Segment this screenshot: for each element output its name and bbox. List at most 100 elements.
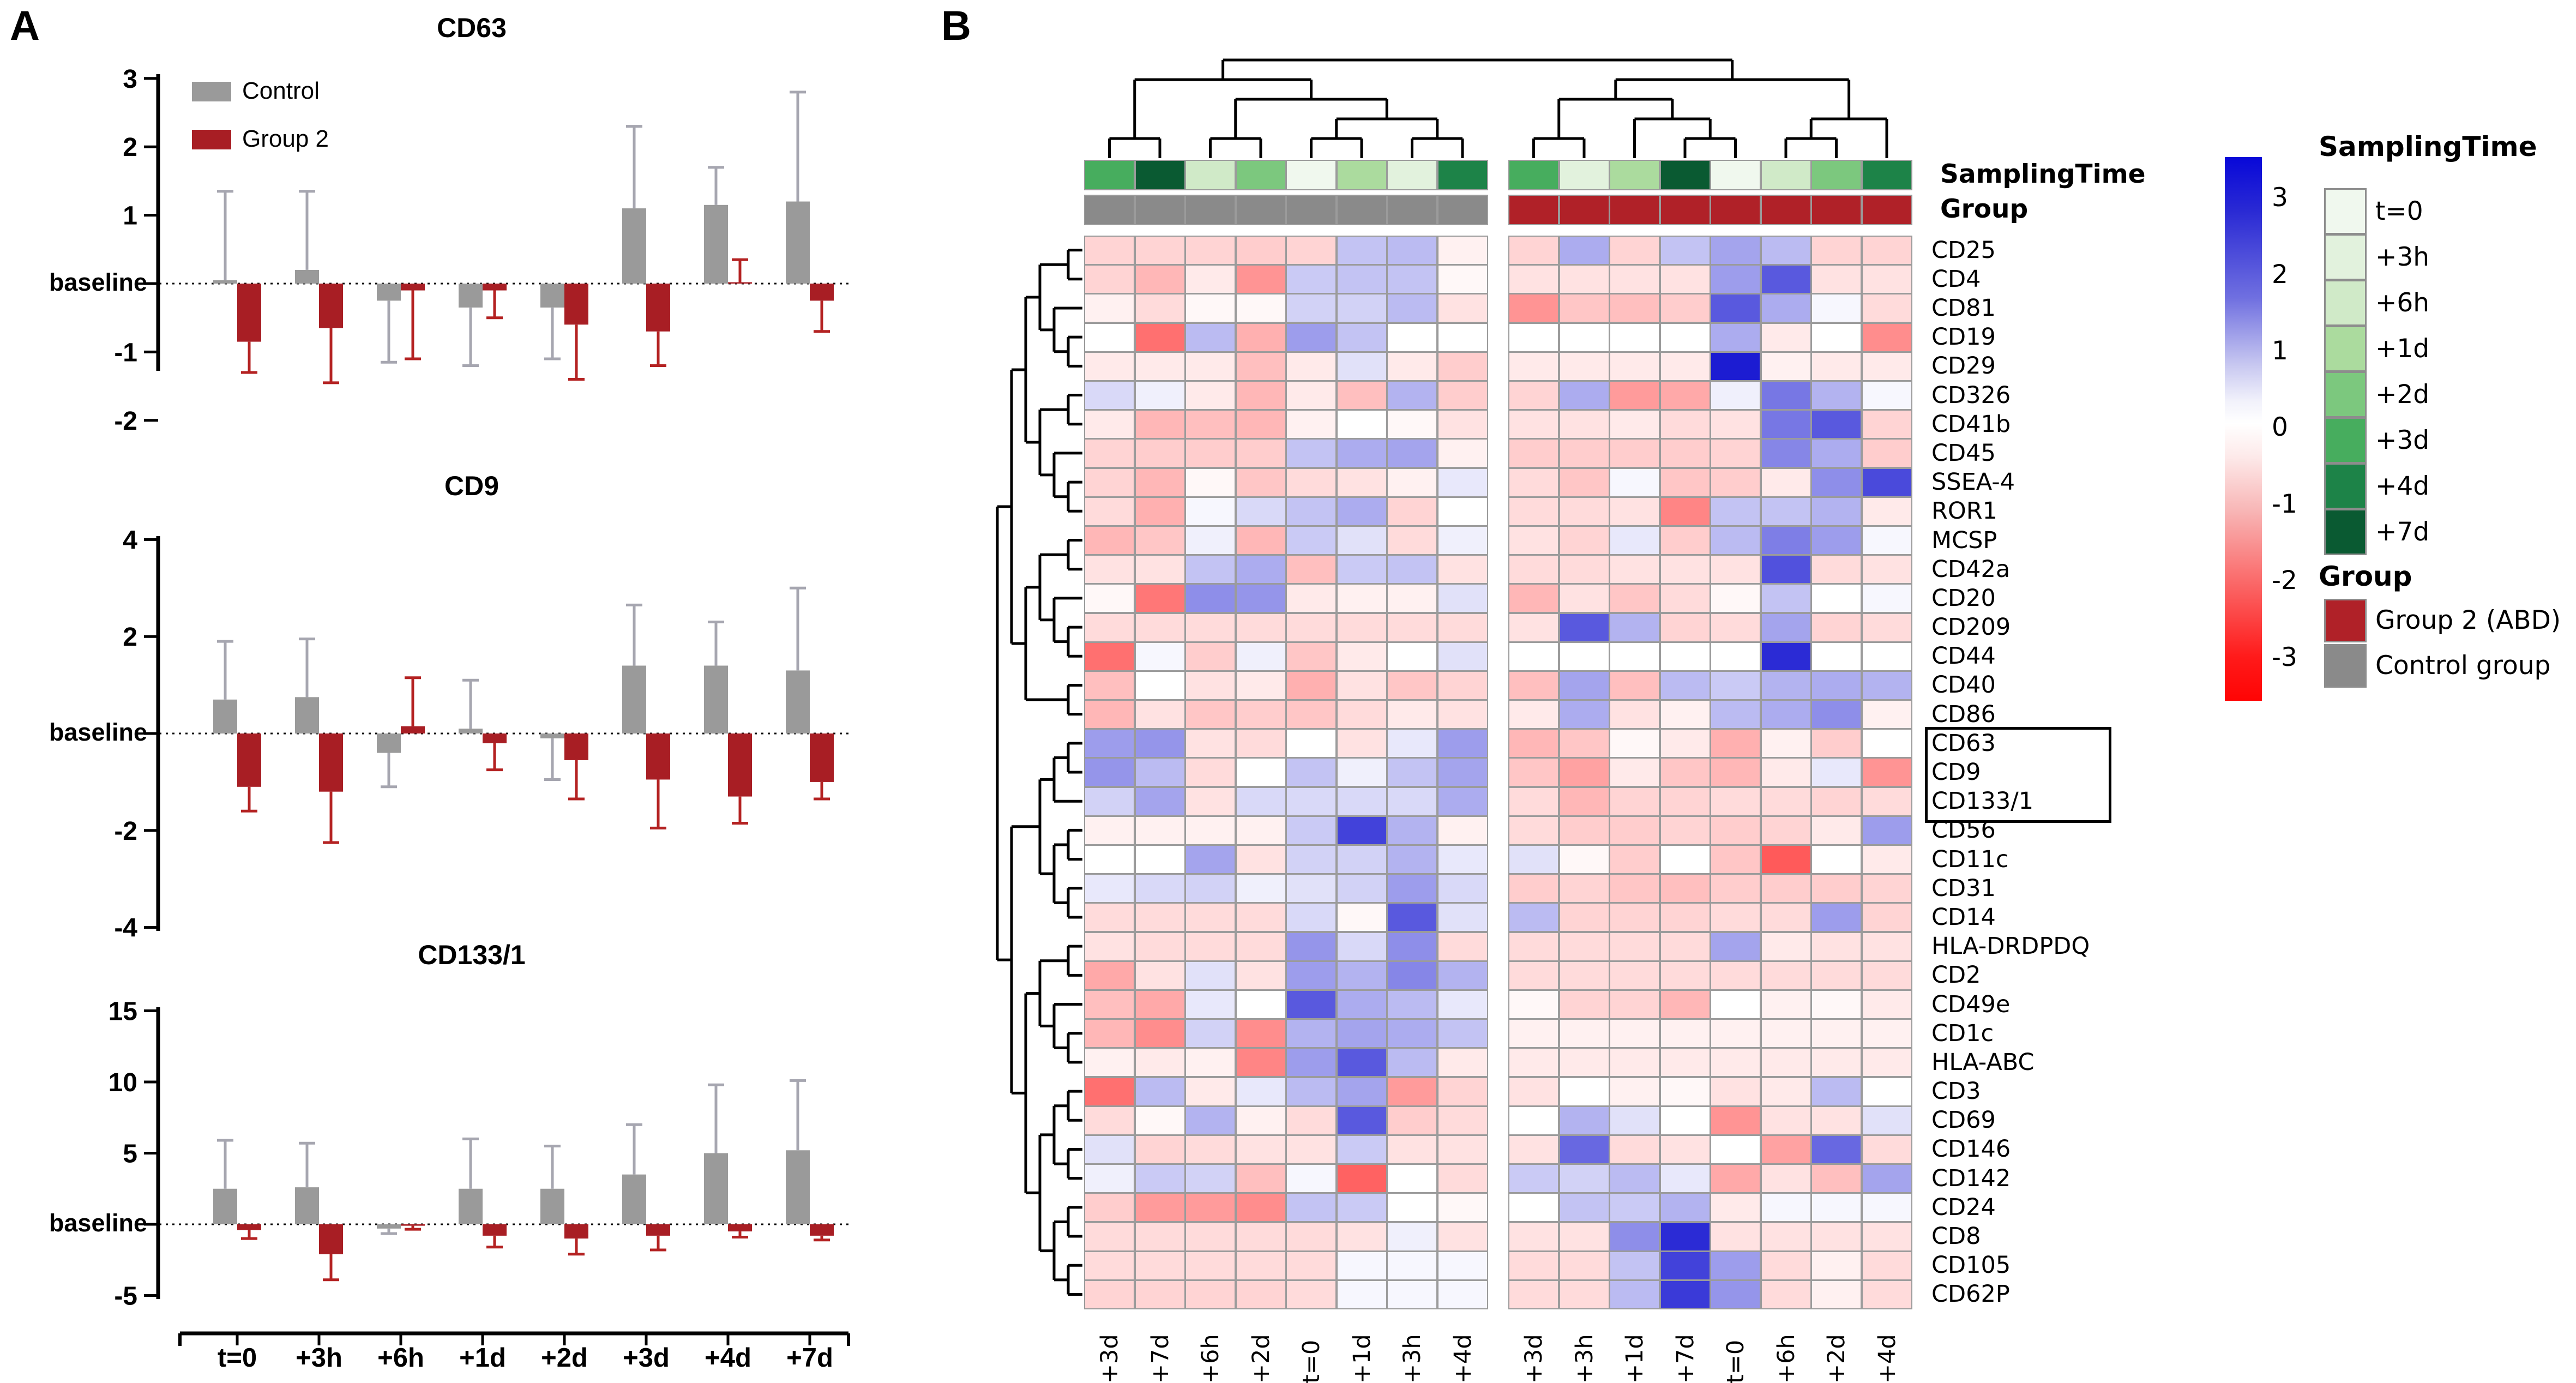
heatmap-row-label: CD2 <box>1931 961 1981 989</box>
heatmap-cell <box>1134 700 1185 729</box>
heatmap-cell <box>1286 584 1337 614</box>
heatmap-cell <box>1084 700 1135 729</box>
heatmap-cell <box>1508 264 1559 294</box>
bar-group2 <box>401 726 425 733</box>
heatmap-cell <box>1336 496 1387 526</box>
bar-control <box>704 1153 728 1224</box>
heatmap-cell <box>1286 815 1337 845</box>
heatmap-cell <box>1811 1048 1862 1078</box>
heatmap-cell <box>1659 1134 1711 1164</box>
heatmap-cell <box>1084 845 1135 874</box>
heatmap-cell <box>1185 555 1236 585</box>
y-tick-label: -2 <box>114 407 137 436</box>
heatmap-cell <box>1811 931 1862 961</box>
heatmap-cell <box>1387 989 1437 1019</box>
heatmap-cell <box>1760 584 1811 614</box>
heatmap-cell <box>1084 410 1135 440</box>
heatmap-cell <box>1084 670 1135 700</box>
heatmap-cell <box>1437 555 1488 585</box>
heatmap-cell <box>1286 1105 1337 1135</box>
heatmap-cell <box>1609 525 1660 555</box>
bar-group2 <box>564 284 588 325</box>
heatmap-cell <box>1558 1105 1610 1135</box>
heatmap-cell <box>1336 1222 1387 1252</box>
heatmap-cell <box>1710 1193 1761 1223</box>
heatmap-cell <box>1235 438 1286 468</box>
heatmap-cell <box>1286 381 1337 410</box>
heatmap-cell <box>1084 729 1135 759</box>
heatmap-cell <box>1084 641 1135 671</box>
heatmap-cell <box>1286 729 1337 759</box>
heatmap-cell <box>1558 641 1610 671</box>
heatmap-cell <box>1710 700 1761 729</box>
heatmap-cell <box>1336 467 1387 497</box>
heatmap-cell <box>1134 555 1185 585</box>
heatmap-cell <box>1659 293 1711 323</box>
heatmap-cell <box>1861 989 1912 1019</box>
heatmap-cell <box>1387 700 1437 729</box>
heatmap-cell <box>1286 1222 1337 1252</box>
heatmap-cell <box>1508 903 1559 933</box>
heatmap-cell <box>1861 496 1912 526</box>
heatmap-cell <box>1710 1279 1761 1309</box>
bar-control <box>786 670 810 733</box>
heatmap-row-label: CD326 <box>1931 381 2011 409</box>
heatmap-cell <box>1861 874 1912 904</box>
heatmap-cell <box>1336 1193 1387 1223</box>
heatmap-cell <box>1084 1250 1135 1280</box>
heatmap-cell <box>1437 786 1488 816</box>
heatmap-cell <box>1710 1250 1761 1280</box>
heatmap-cell <box>1286 1164 1337 1194</box>
heatmap-cell <box>1437 467 1488 497</box>
heatmap-cell <box>1387 438 1437 468</box>
heatmap-col-label: +3h <box>1570 1334 1598 1383</box>
heatmap-cell <box>1710 960 1761 990</box>
heatmap-cell <box>1861 729 1912 759</box>
heatmap-cell <box>1387 815 1437 845</box>
heatmap-cell <box>1387 264 1437 294</box>
heatmap-cell <box>1609 1048 1660 1078</box>
samplingtime-legend-label: +3d <box>2375 425 2430 455</box>
heatmap-cell <box>1811 874 1862 904</box>
heatmap-cell <box>1811 729 1862 759</box>
heatmap-cell <box>1235 1222 1286 1252</box>
heatmap-cell <box>1235 670 1286 700</box>
heatmap-cell <box>1185 1279 1236 1309</box>
heatmap-cell <box>1558 757 1610 787</box>
heatmap-cell <box>1760 1019 1811 1049</box>
heatmap-cell <box>1811 1077 1862 1107</box>
heatmap-row-label: CD105 <box>1931 1252 2011 1279</box>
heatmap-row-label: CD1c <box>1931 1019 1994 1047</box>
heatmap-cell <box>1558 1048 1610 1078</box>
annotation-label-group: Group <box>1940 194 2029 224</box>
heatmap-cell <box>1336 903 1387 933</box>
heatmap-cell <box>1286 264 1337 294</box>
heatmap-cell <box>1286 438 1337 468</box>
heatmap-cell <box>1710 815 1761 845</box>
heatmap-cell <box>1134 351 1185 381</box>
heatmap-cell <box>1558 584 1610 614</box>
heatmap-cell <box>1811 264 1862 294</box>
bar-control <box>622 208 646 284</box>
bar-group2 <box>483 1224 507 1236</box>
heatmap-cell <box>1811 438 1862 468</box>
heatmap-row-label: CD63 <box>1931 729 1996 757</box>
heatmap-cell <box>1609 1077 1660 1107</box>
heatmap-cell <box>1710 845 1761 874</box>
heatmap-cell <box>1336 438 1387 468</box>
heatmap-row-label: SSEA-4 <box>1931 468 2015 496</box>
bar-control <box>540 733 564 738</box>
heatmap-row-label: CD81 <box>1931 294 1996 322</box>
heatmap-cell <box>1760 641 1811 671</box>
heatmap-cell <box>1760 1105 1811 1135</box>
heatmap-cell <box>1760 1077 1811 1107</box>
heatmap-cell <box>1659 351 1711 381</box>
group-cell <box>1659 195 1711 225</box>
heatmap-cell <box>1437 1105 1488 1135</box>
heatmap-cell <box>1387 1077 1437 1107</box>
heatmap-cell <box>1185 1250 1236 1280</box>
heatmap-cell <box>1659 525 1711 555</box>
heatmap-cell <box>1185 960 1236 990</box>
heatmap-cell <box>1659 584 1711 614</box>
heatmap-cell <box>1508 931 1559 961</box>
